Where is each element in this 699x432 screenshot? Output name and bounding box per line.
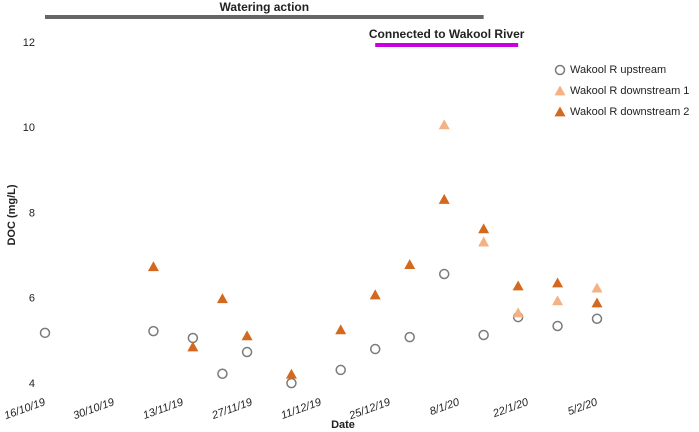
- data-point: [285, 368, 297, 379]
- y-axis-label: DOC (mg/L): [6, 184, 18, 245]
- y-tick-label: 8: [29, 207, 35, 219]
- data-point: [512, 280, 524, 291]
- data-point: [591, 313, 603, 325]
- data-point: [148, 325, 159, 337]
- data-point: [187, 341, 199, 352]
- data-point: [478, 223, 490, 234]
- x-tick-label: 5/2/20: [566, 396, 600, 418]
- legend-marker: [554, 106, 566, 117]
- data-point: [591, 297, 603, 308]
- data-point: [217, 368, 228, 380]
- legend-marker: [554, 64, 566, 76]
- legend-label: Wakool R downstream 2: [570, 106, 689, 118]
- y-tick-label: 12: [23, 37, 35, 49]
- data-point: [552, 320, 563, 332]
- y-tick-label: 4: [29, 378, 35, 390]
- data-point: [335, 364, 346, 376]
- data-point: [286, 377, 297, 389]
- data-point: [552, 295, 564, 306]
- x-tick-label: 27/11/19: [209, 396, 254, 422]
- x-tick-label: 22/1/20: [490, 396, 530, 420]
- data-point: [335, 324, 347, 335]
- data-point: [478, 329, 489, 341]
- data-point: [438, 268, 450, 280]
- x-tick-label: 8/1/20: [428, 396, 462, 418]
- x-axis-label: Date: [331, 419, 355, 431]
- data-point: [241, 346, 253, 358]
- x-tick-label: 16/10/19: [3, 396, 47, 422]
- data-point: [438, 119, 450, 130]
- data-point: [147, 261, 159, 272]
- x-tick-label: 13/11/19: [141, 396, 185, 422]
- data-point: [241, 330, 253, 341]
- y-tick-label: 6: [29, 293, 35, 305]
- data-point: [591, 282, 603, 293]
- data-point: [369, 289, 381, 300]
- data-point: [404, 331, 415, 343]
- data-point: [552, 277, 564, 288]
- data-point: [216, 293, 228, 304]
- x-tick-label: 11/12/19: [279, 396, 323, 422]
- y-tick-label: 10: [23, 122, 35, 134]
- data-point: [39, 327, 51, 339]
- legend-label: Wakool R downstream 1: [570, 85, 689, 97]
- data-point: [404, 259, 416, 270]
- x-tick-label: 25/12/19: [347, 396, 392, 422]
- data-point: [369, 343, 381, 355]
- data-point: [512, 307, 524, 318]
- x-tick-label: 30/10/19: [72, 396, 116, 422]
- legend-marker: [554, 85, 566, 96]
- data-point: [438, 193, 450, 204]
- data-point: [478, 236, 490, 247]
- data-point: [187, 332, 199, 344]
- annotation-label: Watering action: [220, 0, 310, 14]
- annotation-label: Connected to Wakool River: [369, 27, 525, 41]
- legend-label: Wakool R upstream: [570, 64, 666, 76]
